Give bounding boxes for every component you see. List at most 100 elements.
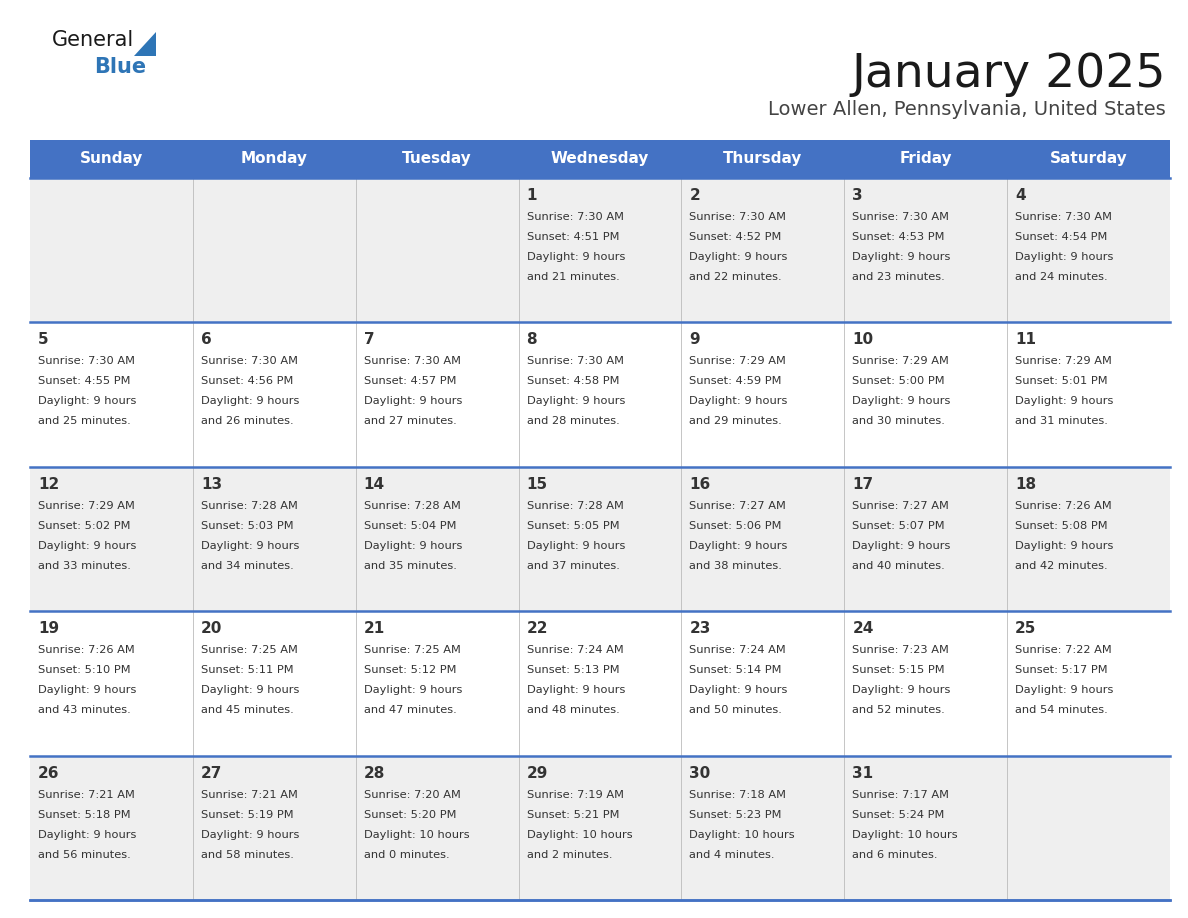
Text: Daylight: 9 hours: Daylight: 9 hours (526, 397, 625, 407)
Text: 20: 20 (201, 621, 222, 636)
Text: 31: 31 (852, 766, 873, 780)
Text: 23: 23 (689, 621, 710, 636)
Text: Sunrise: 7:29 AM: Sunrise: 7:29 AM (1015, 356, 1112, 366)
Text: and 56 minutes.: and 56 minutes. (38, 849, 131, 859)
Text: Daylight: 10 hours: Daylight: 10 hours (689, 830, 795, 840)
Text: Sunset: 5:05 PM: Sunset: 5:05 PM (526, 521, 619, 531)
Text: 10: 10 (852, 332, 873, 347)
Text: Sunset: 5:12 PM: Sunset: 5:12 PM (364, 666, 456, 676)
Bar (30, 140, 1170, 178)
Text: Daylight: 9 hours: Daylight: 9 hours (1015, 397, 1113, 407)
Text: Sunset: 5:18 PM: Sunset: 5:18 PM (38, 810, 131, 820)
Text: Sunrise: 7:30 AM: Sunrise: 7:30 AM (852, 212, 949, 222)
Text: Daylight: 9 hours: Daylight: 9 hours (526, 252, 625, 262)
Text: Sunrise: 7:30 AM: Sunrise: 7:30 AM (689, 212, 786, 222)
Text: Sunrise: 7:24 AM: Sunrise: 7:24 AM (689, 645, 786, 655)
Text: Daylight: 9 hours: Daylight: 9 hours (38, 541, 137, 551)
Text: and 58 minutes.: and 58 minutes. (201, 849, 293, 859)
Text: Sunset: 4:52 PM: Sunset: 4:52 PM (689, 232, 782, 242)
Text: and 54 minutes.: and 54 minutes. (1015, 705, 1108, 715)
Text: Sunday: Sunday (80, 151, 143, 166)
Text: Sunset: 5:04 PM: Sunset: 5:04 PM (364, 521, 456, 531)
Text: Daylight: 9 hours: Daylight: 9 hours (852, 252, 950, 262)
Text: Sunrise: 7:25 AM: Sunrise: 7:25 AM (364, 645, 461, 655)
Text: Sunrise: 7:28 AM: Sunrise: 7:28 AM (364, 501, 461, 510)
Text: Sunset: 4:53 PM: Sunset: 4:53 PM (852, 232, 944, 242)
Bar (30, 611, 1170, 756)
Text: 3: 3 (852, 188, 862, 203)
Text: Daylight: 9 hours: Daylight: 9 hours (526, 685, 625, 695)
Text: Daylight: 10 hours: Daylight: 10 hours (852, 830, 958, 840)
Text: 7: 7 (364, 332, 374, 347)
Text: 28: 28 (364, 766, 385, 780)
Text: and 50 minutes.: and 50 minutes. (689, 705, 783, 715)
Text: Daylight: 9 hours: Daylight: 9 hours (852, 685, 950, 695)
Text: Sunrise: 7:29 AM: Sunrise: 7:29 AM (689, 356, 786, 366)
Text: and 6 minutes.: and 6 minutes. (852, 849, 937, 859)
Text: Wednesday: Wednesday (551, 151, 649, 166)
Text: Sunrise: 7:28 AM: Sunrise: 7:28 AM (526, 501, 624, 510)
Text: Daylight: 9 hours: Daylight: 9 hours (852, 397, 950, 407)
Text: 9: 9 (689, 332, 700, 347)
Text: Sunset: 5:08 PM: Sunset: 5:08 PM (1015, 521, 1107, 531)
Text: 11: 11 (1015, 332, 1036, 347)
Text: Daylight: 9 hours: Daylight: 9 hours (38, 685, 137, 695)
Text: Daylight: 9 hours: Daylight: 9 hours (526, 541, 625, 551)
Text: Sunrise: 7:30 AM: Sunrise: 7:30 AM (526, 212, 624, 222)
Text: Sunrise: 7:18 AM: Sunrise: 7:18 AM (689, 789, 786, 800)
Text: Sunrise: 7:27 AM: Sunrise: 7:27 AM (852, 501, 949, 510)
Text: 18: 18 (1015, 476, 1036, 492)
Text: Sunset: 4:56 PM: Sunset: 4:56 PM (201, 376, 293, 386)
Text: Sunset: 5:02 PM: Sunset: 5:02 PM (38, 521, 131, 531)
Text: Sunset: 4:51 PM: Sunset: 4:51 PM (526, 232, 619, 242)
Text: 21: 21 (364, 621, 385, 636)
Text: Sunrise: 7:28 AM: Sunrise: 7:28 AM (201, 501, 298, 510)
Text: and 24 minutes.: and 24 minutes. (1015, 272, 1107, 282)
Text: Sunrise: 7:29 AM: Sunrise: 7:29 AM (38, 501, 135, 510)
Text: and 40 minutes.: and 40 minutes. (852, 561, 944, 571)
Text: and 35 minutes.: and 35 minutes. (364, 561, 456, 571)
Text: Lower Allen, Pennsylvania, United States: Lower Allen, Pennsylvania, United States (769, 100, 1165, 119)
Text: 26: 26 (38, 766, 59, 780)
Text: Sunset: 5:01 PM: Sunset: 5:01 PM (1015, 376, 1107, 386)
Text: Sunset: 5:07 PM: Sunset: 5:07 PM (852, 521, 944, 531)
Text: and 47 minutes.: and 47 minutes. (364, 705, 456, 715)
Text: Sunset: 4:59 PM: Sunset: 4:59 PM (689, 376, 782, 386)
Text: and 37 minutes.: and 37 minutes. (526, 561, 619, 571)
Polygon shape (134, 32, 156, 56)
Text: Sunrise: 7:27 AM: Sunrise: 7:27 AM (689, 501, 786, 510)
Text: General: General (52, 30, 134, 50)
Text: Sunrise: 7:17 AM: Sunrise: 7:17 AM (852, 789, 949, 800)
Text: Daylight: 9 hours: Daylight: 9 hours (1015, 541, 1113, 551)
Text: Daylight: 9 hours: Daylight: 9 hours (1015, 685, 1113, 695)
Text: 2: 2 (689, 188, 700, 203)
Text: 30: 30 (689, 766, 710, 780)
Text: Sunset: 5:17 PM: Sunset: 5:17 PM (1015, 666, 1107, 676)
Text: Sunset: 5:00 PM: Sunset: 5:00 PM (852, 376, 944, 386)
Text: and 23 minutes.: and 23 minutes. (852, 272, 944, 282)
Text: Sunset: 4:57 PM: Sunset: 4:57 PM (364, 376, 456, 386)
Text: and 45 minutes.: and 45 minutes. (201, 705, 293, 715)
Text: 27: 27 (201, 766, 222, 780)
Text: Sunrise: 7:22 AM: Sunrise: 7:22 AM (1015, 645, 1112, 655)
Text: and 27 minutes.: and 27 minutes. (364, 417, 456, 426)
Text: Sunrise: 7:26 AM: Sunrise: 7:26 AM (38, 645, 134, 655)
Text: Daylight: 9 hours: Daylight: 9 hours (38, 830, 137, 840)
Text: 12: 12 (38, 476, 59, 492)
Text: Sunrise: 7:30 AM: Sunrise: 7:30 AM (1015, 212, 1112, 222)
Text: Sunset: 4:55 PM: Sunset: 4:55 PM (38, 376, 131, 386)
Text: Daylight: 9 hours: Daylight: 9 hours (1015, 252, 1113, 262)
Text: Sunrise: 7:21 AM: Sunrise: 7:21 AM (38, 789, 135, 800)
Text: Sunrise: 7:29 AM: Sunrise: 7:29 AM (852, 356, 949, 366)
Bar (30, 178, 1170, 322)
Text: Sunset: 5:15 PM: Sunset: 5:15 PM (852, 666, 944, 676)
Text: Thursday: Thursday (723, 151, 803, 166)
Text: Sunrise: 7:30 AM: Sunrise: 7:30 AM (38, 356, 135, 366)
Text: Daylight: 9 hours: Daylight: 9 hours (689, 685, 788, 695)
Text: Sunrise: 7:20 AM: Sunrise: 7:20 AM (364, 789, 461, 800)
Text: 24: 24 (852, 621, 873, 636)
Text: Sunrise: 7:25 AM: Sunrise: 7:25 AM (201, 645, 298, 655)
Text: Daylight: 9 hours: Daylight: 9 hours (689, 397, 788, 407)
Text: Daylight: 9 hours: Daylight: 9 hours (689, 252, 788, 262)
Text: Sunset: 5:10 PM: Sunset: 5:10 PM (38, 666, 131, 676)
